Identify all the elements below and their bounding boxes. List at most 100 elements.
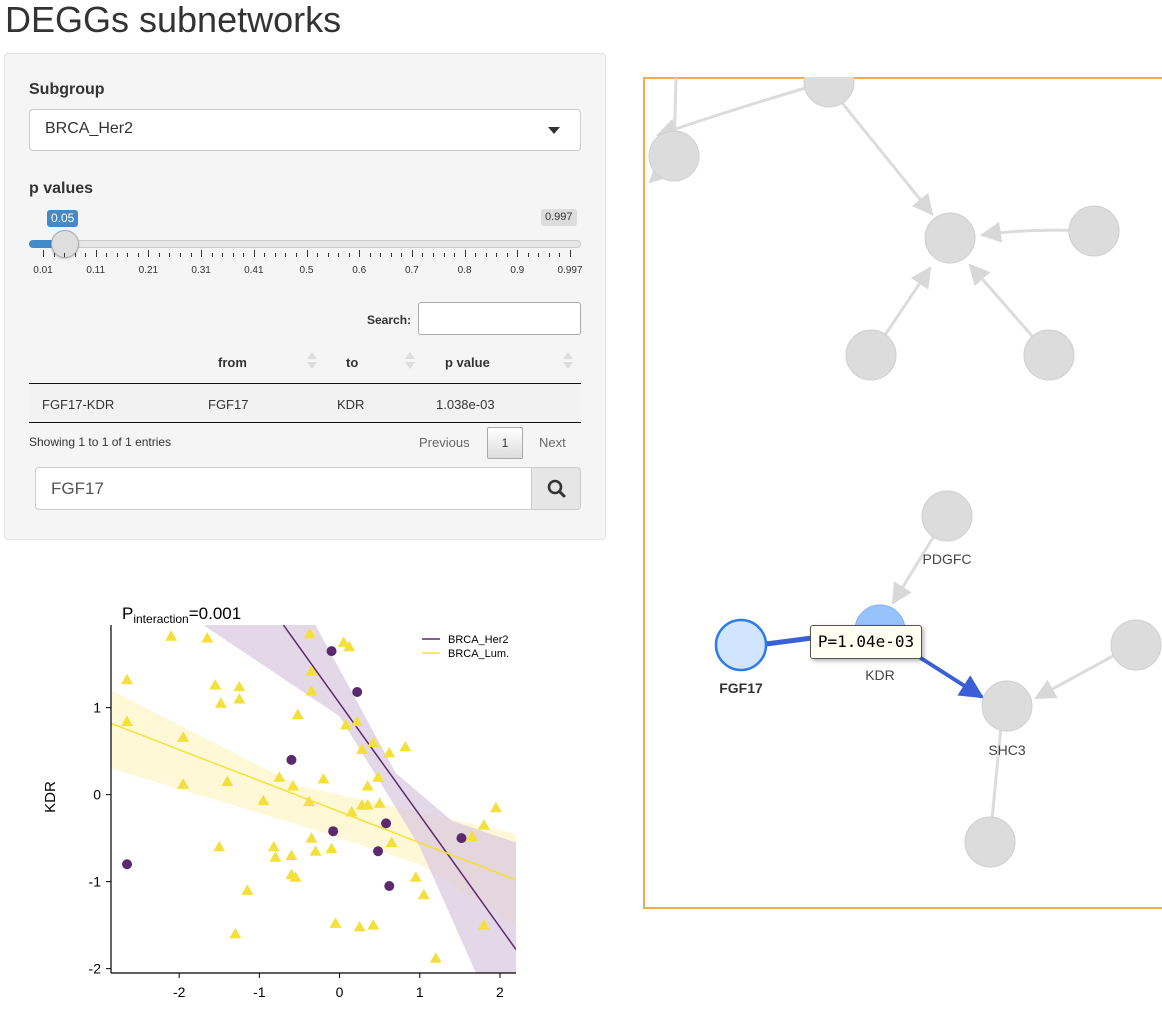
slider-tick-mark	[106, 253, 108, 257]
regression-line-brca-lum-	[111, 722, 516, 881]
confidence-band-brca-lum-	[111, 690, 516, 926]
x-tick-label: 2	[496, 984, 504, 1000]
data-point-brca-her2	[352, 686, 363, 697]
slider-tick-mark	[454, 253, 456, 257]
slider-tick-mark	[443, 253, 445, 257]
slider-tick-label: 0.5	[299, 265, 314, 276]
network-node[interactable]	[648, 130, 700, 182]
subgroup-label: Subgroup	[29, 81, 105, 98]
slider-tick-mark	[432, 253, 434, 257]
slider-current-value: 0.05	[47, 210, 79, 227]
network-node[interactable]	[1068, 205, 1120, 257]
page-1-button[interactable]: 1	[487, 427, 523, 459]
table-info: Showing 1 to 1 of 1 entries	[29, 435, 172, 449]
data-point-brca-lum-	[303, 795, 316, 807]
data-point-brca-lum-	[229, 927, 242, 939]
network-graph[interactable]: PDGFC KDR FGF17 SHC3	[643, 77, 1162, 909]
slider-track[interactable]	[29, 240, 581, 248]
data-point-brca-lum-	[305, 832, 318, 843]
search-icon	[547, 479, 566, 498]
table-header-divider	[29, 383, 581, 384]
data-point-brca-lum-	[383, 746, 396, 758]
subgroup-select[interactable]: BRCA_Her2	[29, 109, 581, 151]
data-point-brca-lum-	[201, 632, 214, 643]
slider-tick-mark	[85, 253, 87, 257]
data-point-brca-lum-	[305, 665, 318, 676]
slider-tick-mark	[169, 253, 171, 257]
data-point-brca-lum-	[177, 778, 190, 789]
plot-content	[111, 625, 516, 973]
gene-search-button[interactable]	[531, 467, 581, 510]
slider-tick-label: 0.21	[138, 265, 159, 276]
slider-tick-mark	[285, 253, 287, 257]
plot-area	[111, 625, 516, 973]
data-point-brca-lum-	[305, 685, 318, 696]
edge-tooltip: P=1.04e-03	[810, 625, 922, 659]
slider-tick-mark	[475, 253, 477, 257]
data-point-brca-lum-	[233, 692, 246, 704]
slider-tick-mark	[338, 253, 340, 257]
data-point-brca-lum-	[121, 715, 134, 727]
sort-icon[interactable]	[405, 352, 415, 370]
network-node[interactable]	[803, 77, 855, 108]
column-header-from[interactable]: from	[218, 355, 247, 370]
slider-tick-label: 0.41	[244, 265, 264, 276]
data-point-brca-lum-	[267, 840, 280, 852]
slider-tick-label: 0.31	[191, 265, 211, 276]
network-node-shc3[interactable]	[981, 680, 1033, 732]
slider-tick-mark	[422, 253, 424, 257]
node-label-fgf17: FGF17	[719, 680, 763, 696]
previous-button[interactable]: Previous	[419, 435, 470, 450]
next-button[interactable]: Next	[539, 435, 566, 450]
network-panel[interactable]: PDGFC KDR FGF17 SHC3	[643, 77, 1162, 909]
slider-tick-mark	[359, 250, 361, 257]
data-point-brca-her2	[286, 754, 297, 765]
data-point-brca-lum-	[343, 640, 356, 652]
legend-label-brca-her2: BRCA_Her2	[448, 634, 509, 646]
data-point-brca-lum-	[465, 830, 478, 841]
slider-fill	[29, 240, 63, 248]
pvalues-label: p values	[29, 180, 94, 197]
cell-p-value: 1.038e-03	[436, 397, 495, 412]
column-header-p-value[interactable]: p value	[445, 355, 490, 370]
network-node[interactable]	[924, 212, 976, 264]
slider-tick-mark	[232, 253, 234, 257]
x-tick-label: 1	[416, 984, 424, 1000]
slider-tick-mark	[517, 250, 519, 257]
network-node[interactable]	[845, 329, 897, 381]
network-node-pdgfc[interactable]	[921, 490, 973, 542]
x-tick-label: 0	[336, 984, 344, 1000]
column-header-to[interactable]: to	[346, 355, 359, 370]
node-label-shc3: SHC3	[988, 742, 1026, 758]
data-point-brca-lum-	[351, 715, 364, 727]
data-point-brca-lum-	[329, 917, 342, 928]
data-point-brca-lum-	[213, 840, 226, 852]
slider-tick-label: 0.8	[457, 265, 472, 276]
data-point-brca-lum-	[409, 871, 422, 882]
table-row[interactable]	[29, 384, 581, 422]
slider-tick-mark	[380, 253, 382, 257]
data-point-brca-lum-	[356, 743, 369, 754]
y-tick-label: -2	[89, 961, 102, 977]
gene-search-input[interactable]: FGF17	[35, 467, 532, 510]
slider-tick-mark	[53, 253, 55, 257]
slider-tick-mark	[306, 250, 308, 257]
slider-tick-mark	[127, 253, 129, 257]
sort-icon[interactable]	[307, 352, 317, 370]
network-node[interactable]	[964, 816, 1016, 868]
sort-icon[interactable]	[563, 352, 573, 370]
data-point-brca-lum-	[361, 799, 374, 810]
network-node[interactable]	[1110, 619, 1162, 671]
node-label-pdgfc: PDGFC	[923, 551, 972, 567]
data-point-brca-her2	[122, 859, 133, 870]
slider-tick-mark	[264, 253, 266, 257]
regression-line-brca-her2	[282, 625, 516, 950]
cell-from: FGF17	[208, 397, 249, 412]
scatter-chart: Pinteraction=0.001 -2 -1 0 1 -2 -1 0 1 2 BRCA_He…	[42, 604, 516, 1000]
data-point-brca-her2	[456, 833, 467, 844]
table-search-input[interactable]	[418, 302, 581, 335]
slider-tick-label: 0.11	[86, 265, 106, 276]
network-node[interactable]	[1023, 329, 1075, 381]
slider-tick-mark	[274, 253, 276, 257]
network-node-fgf17[interactable]	[714, 618, 768, 672]
